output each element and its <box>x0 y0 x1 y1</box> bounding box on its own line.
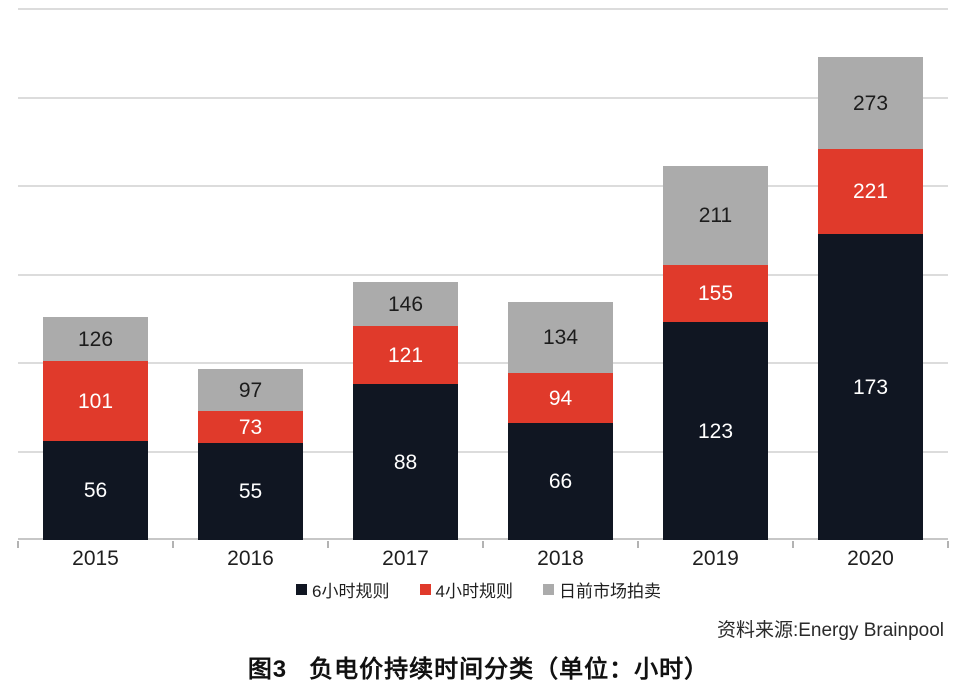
segment-value-label: 273 <box>852 91 889 115</box>
segment-value-label: 73 <box>238 415 263 439</box>
legend: 6小时规则 4小时规则 日前市场拍卖 <box>0 577 957 602</box>
bar-segment-4小时规则: 94 <box>508 373 613 423</box>
bar-segment-6小时规则: 66 <box>508 423 613 540</box>
bar-group-2018: 66 94 134 <box>508 302 613 540</box>
segment-value-label: 66 <box>548 470 573 493</box>
legend-item-日前市场拍卖: 日前市场拍卖 <box>542 577 661 602</box>
bar-segment-4小时规则: 121 <box>353 326 458 384</box>
caption-title: 负电价持续时间分类（单位：小时） <box>309 656 710 683</box>
year-label-2017: 2017 <box>382 547 429 570</box>
segment-value-label: 55 <box>238 480 263 503</box>
caption-number: 图3 <box>247 656 288 683</box>
segment-value-label: 221 <box>852 180 889 203</box>
segment-value-label: 121 <box>387 343 424 367</box>
gridline-100 <box>18 362 948 364</box>
segment-value-label: 134 <box>542 326 579 349</box>
bar-segment-日前市场拍卖: 211 <box>663 166 768 265</box>
bar-segment-6小时规则: 173 <box>818 234 923 540</box>
segment-value-label: 101 <box>77 389 114 413</box>
legend-item-4小时规则: 4小时规则 <box>419 577 513 602</box>
figure-caption: 图3 负电价持续时间分类（单位：小时） <box>0 649 957 684</box>
gridline-150 <box>18 273 948 276</box>
bar-group-2015: 56 101 126 <box>43 317 148 540</box>
legend-label: 6小时规则 <box>312 582 390 601</box>
bar-group-2019: 123 155 211 <box>663 166 768 540</box>
bar-segment-6小时规则: 56 <box>43 441 148 540</box>
year-label-2015: 2015 <box>72 547 119 570</box>
legend-item-6小时规则: 6小时规则 <box>296 577 390 602</box>
x-axis-tick <box>172 541 174 548</box>
bar-segment-4小时规则: 101 <box>43 361 148 441</box>
bar-segment-日前市场拍卖: 273 <box>818 57 923 149</box>
segment-value-label: 94 <box>548 386 573 410</box>
segment-value-label: 88 <box>393 450 418 474</box>
gridline-300 <box>18 8 948 10</box>
year-label-2020: 2020 <box>847 547 894 570</box>
plot-area: 56 101 126 55 73 97 88 121 146 66 94 134 123 155 211 17… <box>17 0 949 548</box>
bar-segment-日前市场拍卖: 97 <box>198 369 303 411</box>
x-axis-labels: 2015 2016 2017 2018 2019 2020 <box>18 547 948 573</box>
x-axis-tick <box>947 541 949 548</box>
segment-value-label: 211 <box>698 204 733 227</box>
legend-label: 日前市场拍卖 <box>558 582 661 601</box>
x-axis-tick <box>482 541 484 548</box>
bar-segment-4小时规则: 155 <box>663 265 768 322</box>
x-axis-tick <box>792 541 794 548</box>
gridline-250 <box>18 96 948 99</box>
bar-group-2020: 173 221 273 <box>818 57 923 540</box>
segment-value-label: 173 <box>852 375 889 399</box>
legend-swatch-icon <box>296 584 308 595</box>
segment-value-label: 97 <box>238 378 263 402</box>
legend-swatch-icon <box>542 584 554 595</box>
bar-segment-4小时规则: 221 <box>818 149 923 234</box>
bar-group-2016: 55 73 97 <box>198 369 303 540</box>
legend-swatch-icon <box>419 584 431 595</box>
bar-segment-日前市场拍卖: 134 <box>508 302 613 373</box>
bar-segment-4小时规则: 73 <box>198 411 303 443</box>
bar-segment-6小时规则: 55 <box>198 443 303 540</box>
gridline-50 <box>18 450 948 453</box>
segment-value-label: 155 <box>697 282 734 305</box>
legend-label: 4小时规则 <box>435 582 513 601</box>
bar-segment-6小时规则: 123 <box>663 322 768 540</box>
bar-segment-6小时规则: 88 <box>353 384 458 540</box>
x-axis-tick <box>327 541 329 548</box>
x-axis-tick <box>637 541 639 548</box>
x-axis-tick <box>17 541 19 548</box>
bar-segment-日前市场拍卖: 146 <box>353 282 458 326</box>
bar-group-2017: 88 121 146 <box>353 282 458 540</box>
segment-value-label: 56 <box>83 479 108 502</box>
year-label-2016: 2016 <box>227 547 274 570</box>
gridline-200 <box>18 185 948 187</box>
segment-value-label: 123 <box>697 419 734 443</box>
segment-value-label: 146 <box>387 292 424 316</box>
x-axis-line <box>18 538 948 540</box>
segment-value-label: 126 <box>77 327 114 351</box>
bar-segment-日前市场拍卖: 126 <box>43 317 148 361</box>
source-label: 资料来源:Energy Brainpool <box>716 620 944 641</box>
year-label-2019: 2019 <box>692 547 739 570</box>
year-label-2018: 2018 <box>537 547 584 570</box>
